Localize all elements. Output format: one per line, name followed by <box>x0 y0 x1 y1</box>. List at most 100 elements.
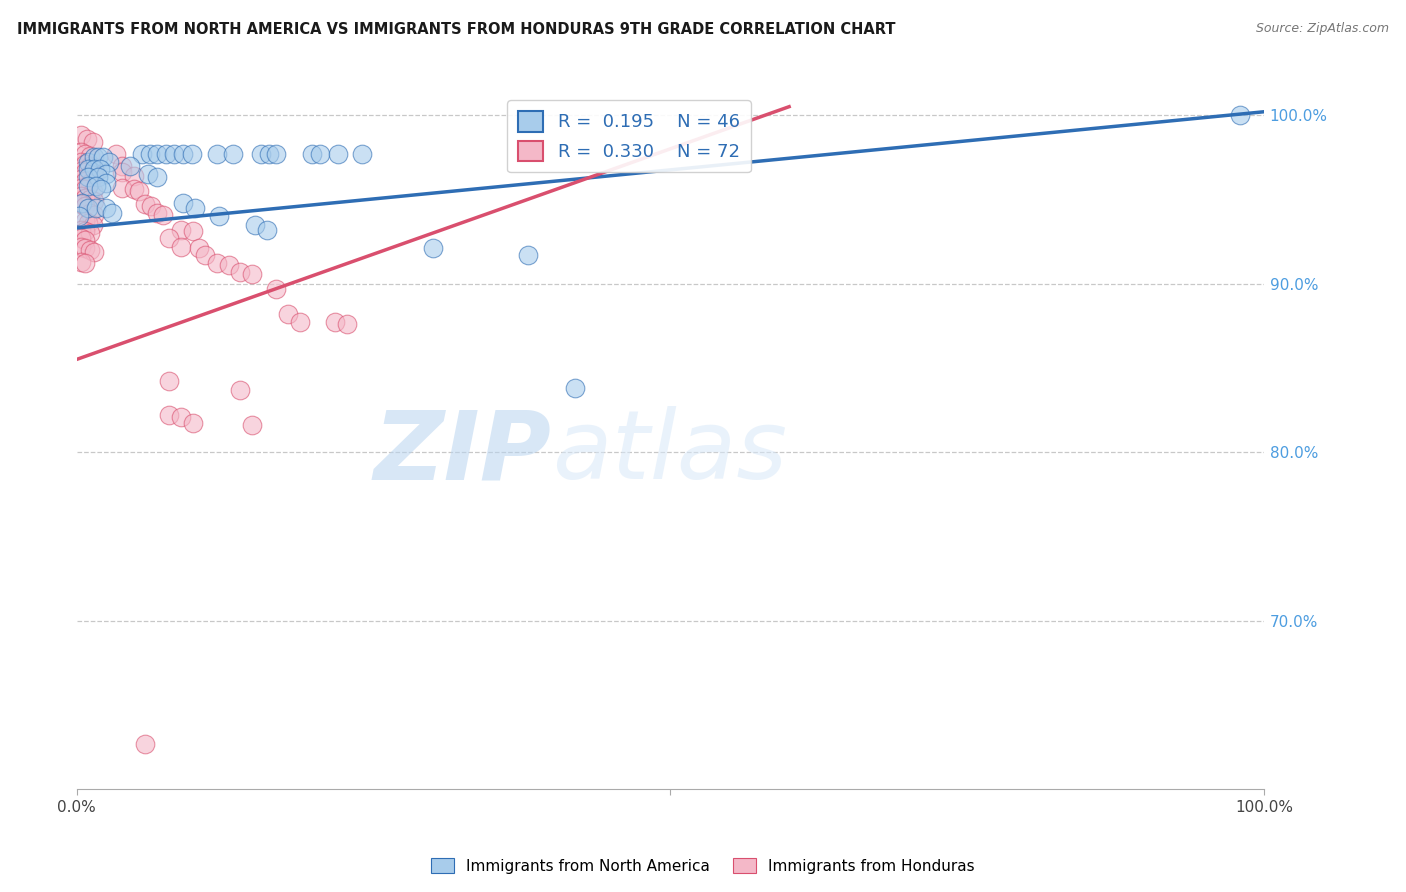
Point <box>73 146 96 161</box>
Point <box>83 208 105 222</box>
Point <box>422 241 444 255</box>
Point <box>170 239 193 253</box>
Point <box>67 209 90 223</box>
Point <box>205 256 228 270</box>
Point <box>77 155 100 169</box>
Point <box>82 184 104 198</box>
Point <box>82 135 104 149</box>
Point <box>87 150 110 164</box>
Point <box>87 170 110 185</box>
Point <box>118 159 141 173</box>
Point <box>73 165 96 179</box>
Point <box>79 167 101 181</box>
Point <box>70 189 93 203</box>
Point <box>181 417 204 431</box>
Point <box>70 231 93 245</box>
Point <box>309 146 332 161</box>
Point <box>180 146 202 161</box>
Point <box>72 195 94 210</box>
Point <box>79 176 101 190</box>
Point <box>240 267 263 281</box>
Point <box>104 146 127 161</box>
Point <box>122 169 145 183</box>
Point <box>73 157 96 171</box>
Point <box>89 161 111 176</box>
Point <box>73 182 96 196</box>
Point <box>139 146 162 161</box>
Point <box>146 146 169 161</box>
Text: ZIP: ZIP <box>374 406 551 499</box>
Point <box>172 146 194 161</box>
Point <box>77 201 100 215</box>
Point <box>70 239 93 253</box>
Point <box>229 383 252 397</box>
Point <box>325 315 347 329</box>
Point <box>73 174 96 188</box>
Point <box>79 192 101 206</box>
Point <box>77 170 100 185</box>
Point <box>70 163 93 178</box>
Point <box>73 256 96 270</box>
Point <box>70 180 93 194</box>
Point <box>516 248 538 262</box>
Point <box>82 218 104 232</box>
Point <box>79 206 101 220</box>
Point <box>256 223 278 237</box>
Point <box>205 146 228 161</box>
Point <box>243 218 266 232</box>
Point <box>96 201 118 215</box>
Point <box>96 167 118 181</box>
Point <box>264 146 287 161</box>
Point <box>83 161 105 176</box>
Point <box>70 172 93 186</box>
Point <box>83 244 105 259</box>
Point <box>91 150 114 164</box>
Point <box>134 737 156 751</box>
Text: Source: ZipAtlas.com: Source: ZipAtlas.com <box>1256 22 1389 36</box>
Point <box>146 206 169 220</box>
Point <box>136 167 159 181</box>
Point <box>111 165 134 179</box>
Point <box>187 241 209 255</box>
Point <box>84 201 107 215</box>
Point <box>336 317 359 331</box>
Point <box>134 197 156 211</box>
Point <box>83 169 105 183</box>
Point <box>90 182 112 196</box>
Point <box>79 243 101 257</box>
Point <box>73 214 96 228</box>
Point <box>170 223 193 237</box>
Point <box>97 155 120 169</box>
Point <box>157 375 180 389</box>
Point <box>172 195 194 210</box>
Point <box>222 146 245 161</box>
Point <box>218 258 240 272</box>
Point <box>157 231 180 245</box>
Point <box>194 248 217 262</box>
Point <box>70 223 93 237</box>
Point <box>79 226 101 240</box>
Point <box>229 265 252 279</box>
Point <box>350 146 373 161</box>
Legend: R =  0.195    N = 46, R =  0.330    N = 72: R = 0.195 N = 46, R = 0.330 N = 72 <box>508 100 751 172</box>
Point <box>70 254 93 268</box>
Point <box>73 199 96 213</box>
Point <box>70 128 93 143</box>
Point <box>157 408 180 422</box>
Point <box>76 131 98 145</box>
Point <box>84 178 107 193</box>
Point <box>564 381 586 395</box>
Point <box>70 145 93 160</box>
Point <box>181 224 204 238</box>
Text: atlas: atlas <box>551 406 786 499</box>
Point <box>73 241 96 255</box>
Point <box>128 184 150 198</box>
Point <box>277 307 299 321</box>
Point <box>208 209 231 223</box>
Point <box>152 208 174 222</box>
Point <box>1229 108 1251 122</box>
Point <box>79 148 101 162</box>
Point <box>257 146 280 161</box>
Point <box>77 216 100 230</box>
Point <box>70 155 93 169</box>
